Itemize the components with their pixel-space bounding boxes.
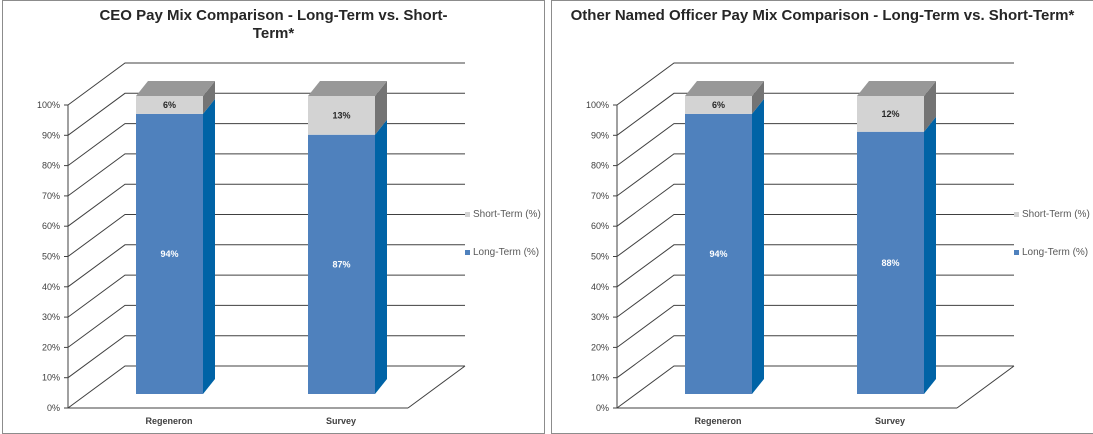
grid-line <box>67 183 465 227</box>
grid-line <box>67 244 465 288</box>
bar-side <box>752 98 764 394</box>
bar-side <box>375 81 387 135</box>
chart-title: CEO Pay Mix Comparison - Long-Term vs. S… <box>99 7 448 42</box>
y-tick-label: 10% <box>591 373 609 383</box>
y-tick-label: 50% <box>591 252 609 262</box>
grid-line <box>67 123 465 167</box>
grid-line <box>616 92 1014 136</box>
bar-top <box>685 81 764 96</box>
y-tick-label: 60% <box>591 221 609 231</box>
bar <box>685 113 752 394</box>
bar-side <box>924 116 936 394</box>
data-label: 6% <box>163 100 176 110</box>
grid-line <box>67 304 465 348</box>
chart: 0% 10% 20% 30% 40% 50% 60% 70% 80% 90% 100% Regener… <box>586 62 1015 426</box>
data-label: 13% <box>332 110 350 120</box>
bar <box>308 134 375 395</box>
y-tick-label: 80% <box>591 161 609 171</box>
grid-line <box>616 244 1014 288</box>
bar-top <box>308 81 387 96</box>
y-tick-label: 70% <box>591 191 609 201</box>
bar <box>308 96 375 135</box>
bar <box>857 96 924 132</box>
legend-item: Long-Term (%) <box>1014 247 1093 259</box>
y-tick-label: 40% <box>591 282 609 292</box>
chart-title: Other Named Officer Pay Mix Comparison -… <box>570 7 1075 24</box>
data-label: 87% <box>332 259 350 269</box>
x-tick-label: Survey <box>875 416 905 426</box>
y-tick-label: 90% <box>42 130 60 140</box>
legend-label: Short-Term (%) <box>1022 209 1090 220</box>
bar-side <box>203 81 215 114</box>
y-tick-label: 80% <box>42 161 60 171</box>
grid-line <box>67 153 465 197</box>
data-label: 94% <box>160 249 178 259</box>
y-tick-label: 60% <box>42 221 60 231</box>
y-tick-label: 0% <box>596 403 609 413</box>
grid-line <box>616 304 1014 348</box>
y-tick-label: 100% <box>37 100 60 110</box>
y-tick-label: 0% <box>47 403 60 413</box>
y-tick-label: 40% <box>42 282 60 292</box>
grid-line <box>616 183 1014 227</box>
grid-line <box>67 214 465 257</box>
data-label: 94% <box>709 249 727 259</box>
legend-swatch <box>1014 250 1019 255</box>
y-tick-label: 90% <box>591 130 609 140</box>
bar-side <box>924 81 936 132</box>
grid-line <box>67 365 465 409</box>
bar <box>136 113 203 394</box>
grid-line <box>67 274 465 318</box>
y-tick-label: 30% <box>591 312 609 322</box>
y-tick-label: 20% <box>42 342 60 352</box>
grid-line <box>616 335 1014 379</box>
x-tick-label: Regeneron <box>694 416 741 426</box>
y-tick-label: 50% <box>42 252 60 262</box>
grid-line <box>616 274 1014 318</box>
y-tick-label: 100% <box>586 100 609 110</box>
data-label: 6% <box>712 100 725 110</box>
legend-label: Long-Term (%) <box>473 247 540 258</box>
legend-label: Short-Term (%) <box>473 209 541 220</box>
chart-panel: Other Named Officer Pay Mix Comparison -… <box>551 0 1093 434</box>
grid-line <box>616 214 1014 257</box>
legend-label: Long-Term (%) <box>1022 247 1089 258</box>
grid-line <box>67 335 465 379</box>
bar-side <box>203 98 215 394</box>
bar-top <box>857 81 936 96</box>
grid-line <box>616 153 1014 197</box>
bar-side <box>375 119 387 395</box>
data-label: 12% <box>881 109 899 119</box>
legend-swatch <box>465 212 470 217</box>
bar <box>136 96 203 114</box>
bar-top <box>136 81 215 96</box>
floor-right <box>956 365 1015 409</box>
y-tick-label: 30% <box>42 312 60 322</box>
bar-side <box>752 81 764 114</box>
data-label: 88% <box>881 258 899 268</box>
legend-item: Short-Term (%) <box>1014 209 1093 221</box>
grid-line <box>616 123 1014 167</box>
x-tick-label: Survey <box>326 416 356 426</box>
legend-item: Long-Term (%) <box>465 247 545 259</box>
bar <box>685 96 752 114</box>
legend-item: Short-Term (%) <box>465 209 545 221</box>
grid-line <box>67 62 465 106</box>
floor-right <box>407 365 466 409</box>
grid-line <box>67 92 465 136</box>
y-tick-label: 20% <box>591 342 609 352</box>
chart: 0% 10% 20% 30% 40% 50% 60% 70% 80% 90% 100% Regener… <box>37 62 466 426</box>
legend-swatch <box>1014 212 1019 217</box>
x-tick-label: Regeneron <box>145 416 192 426</box>
legend-swatch <box>465 250 470 255</box>
y-tick-label: 70% <box>42 191 60 201</box>
y-tick-label: 10% <box>42 373 60 383</box>
bar <box>857 131 924 394</box>
chart-panel: CEO Pay Mix Comparison - Long-Term vs. S… <box>2 0 545 434</box>
grid-line <box>616 62 1014 106</box>
grid-line <box>616 365 1014 409</box>
